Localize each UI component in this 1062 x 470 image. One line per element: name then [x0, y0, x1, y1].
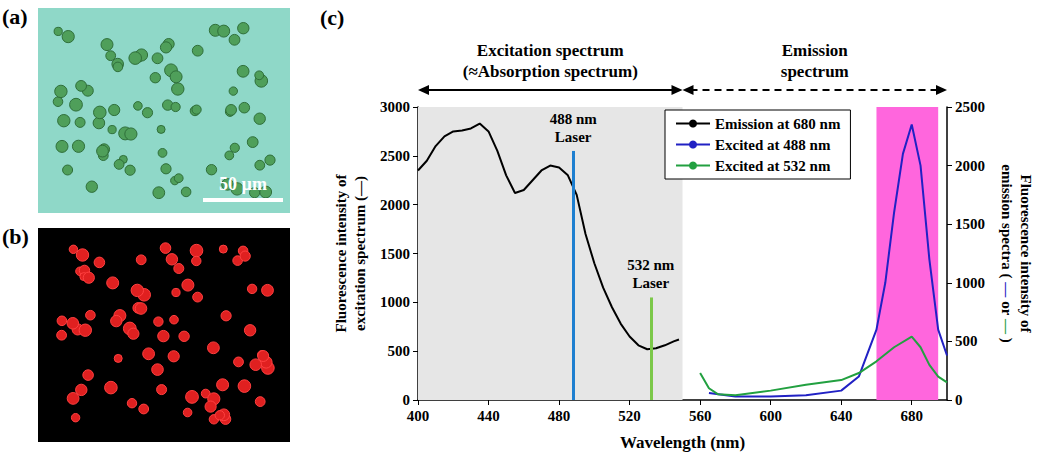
svg-text:emission spectra (: emission spectra ( — [998, 164, 1015, 282]
svg-text:2000: 2000 — [955, 158, 985, 174]
svg-text:2500: 2500 — [955, 99, 985, 115]
svg-text:2500: 2500 — [380, 148, 410, 164]
svg-text:Excitation spectrum: Excitation spectrum — [477, 41, 624, 60]
svg-text:(≈Absorption spectrum): (≈Absorption spectrum) — [463, 62, 638, 81]
svg-text:400: 400 — [407, 408, 430, 424]
svg-text:50 µm: 50 µm — [219, 174, 267, 194]
svg-text:520: 520 — [618, 408, 641, 424]
svg-text:440: 440 — [477, 408, 500, 424]
svg-text:(c): (c) — [320, 5, 344, 30]
svg-text:1000: 1000 — [955, 275, 985, 291]
svg-text:3000: 3000 — [380, 99, 410, 115]
svg-text:500: 500 — [388, 343, 411, 359]
html-text:(a): (a) — [2, 4, 28, 29]
svg-text:1500: 1500 — [380, 246, 410, 262]
svg-text:): ) — [998, 334, 1015, 343]
svg-text:Fluorescence intensity of: Fluorescence intensity of — [333, 173, 349, 332]
svg-text:Wavelength (nm): Wavelength (nm) — [620, 433, 745, 452]
svg-text:480: 480 — [548, 408, 571, 424]
svg-text:2000: 2000 — [380, 197, 410, 213]
svg-text:Fluorescence intensity of: Fluorescence intensity of — [1018, 174, 1034, 333]
svg-text:1500: 1500 — [955, 216, 985, 232]
html-text:(b): (b) — [2, 224, 29, 249]
svg-text:—: — — [999, 281, 1015, 298]
svg-text:488 nm: 488 nm — [550, 111, 598, 127]
svg-text:Excited at 488 nm: Excited at 488 nm — [715, 137, 831, 153]
svg-text:Emission: Emission — [782, 41, 849, 60]
svg-text:532 nm: 532 nm — [627, 257, 675, 273]
svg-text:500: 500 — [955, 333, 978, 349]
svg-text:0: 0 — [955, 392, 963, 408]
svg-text:Emission at 680 nm: Emission at 680 nm — [715, 116, 841, 132]
svg-text:1000: 1000 — [380, 294, 410, 310]
svg-text:—: — — [999, 318, 1015, 335]
svg-text:spectrum: spectrum — [781, 62, 849, 81]
svg-text:640: 640 — [830, 408, 853, 424]
svg-text:560: 560 — [689, 408, 712, 424]
svg-text:0: 0 — [403, 392, 411, 408]
svg-text:Laser: Laser — [555, 129, 592, 145]
svg-text:680: 680 — [900, 408, 923, 424]
svg-text:Laser: Laser — [632, 275, 669, 291]
svg-text:Excited at 532 nm: Excited at 532 nm — [715, 158, 831, 174]
svg-text:excitation spectrum (—): excitation spectrum (—) — [352, 176, 369, 331]
svg-text:or: or — [999, 297, 1015, 318]
svg-text:600: 600 — [759, 408, 782, 424]
